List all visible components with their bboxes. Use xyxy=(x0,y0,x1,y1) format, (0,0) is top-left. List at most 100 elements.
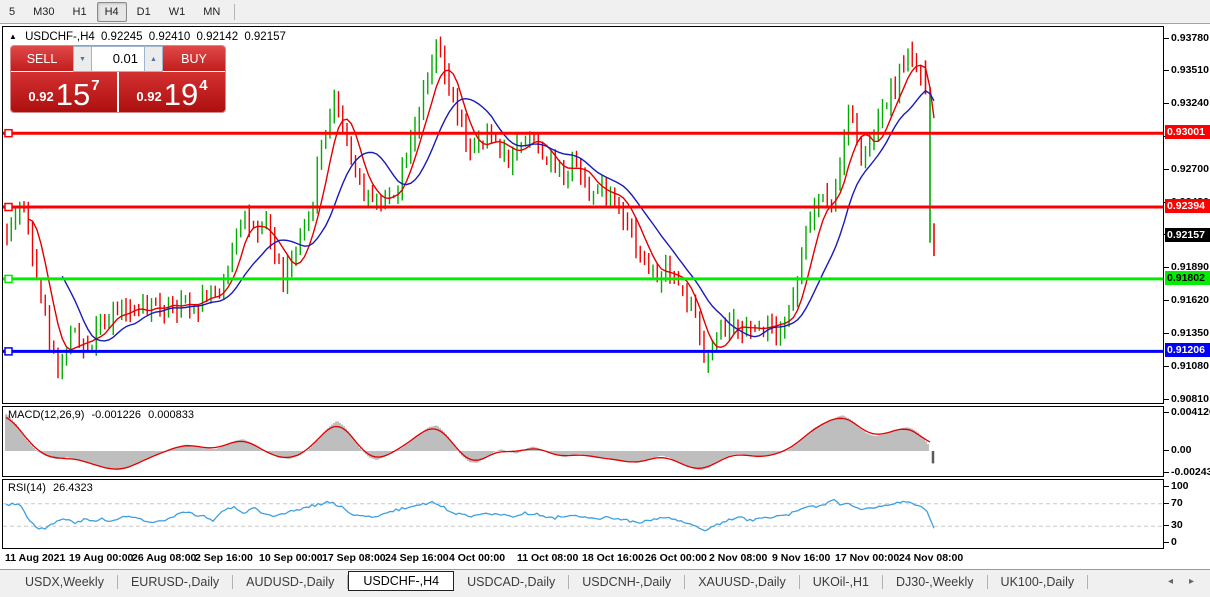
price-axis-tick: 0.93780 xyxy=(1164,32,1209,44)
tab-separator xyxy=(1087,574,1089,589)
date-label: 26 Aug 08:00 xyxy=(132,552,197,564)
buy-price-button[interactable]: 0.92 19 4 xyxy=(119,72,225,112)
price-axis-tick: 0.91350 xyxy=(1164,327,1209,339)
tab-separator xyxy=(881,574,883,589)
date-label: 17 Sep 08:00 xyxy=(322,552,386,564)
date-label: 26 Oct 00:00 xyxy=(645,552,707,564)
price-axis-tick: 0.93510 xyxy=(1164,64,1209,76)
timeframe-button-h1[interactable]: H1 xyxy=(72,5,87,18)
bottom-strip xyxy=(0,593,1210,597)
volume-increase-button[interactable]: ▲ xyxy=(144,46,163,72)
macd-value-signal: 0.000833 xyxy=(148,409,194,421)
macd-axis-tick: 0.004126 xyxy=(1164,406,1210,418)
tab-separator xyxy=(798,574,800,589)
macd-axis-tick: -0.002436 xyxy=(1164,466,1210,478)
symbol-tab-usdx-weekly[interactable]: USDX,Weekly xyxy=(25,574,104,589)
tab-separator xyxy=(116,574,118,589)
price-axis[interactable]: 0.937800.935100.932400.929700.927000.924… xyxy=(1164,26,1210,549)
timeframe-button-h4[interactable]: H4 xyxy=(96,1,127,22)
ohlc-low: 0.92142 xyxy=(196,31,239,43)
date-label: 2 Sep 16:00 xyxy=(195,552,253,564)
date-label: 18 Oct 16:00 xyxy=(582,552,644,564)
symbol-tab-usdcad-daily[interactable]: USDCAD-,Daily xyxy=(467,574,556,589)
price-axis-tick: 0.91080 xyxy=(1164,360,1209,372)
buy-button[interactable]: BUY xyxy=(163,46,225,72)
tab-separator xyxy=(347,574,349,589)
symbol-tab-audusd-daily[interactable]: AUDUSD-,Daily xyxy=(246,574,335,589)
symbol-tab-usdcnh-daily[interactable]: USDCNH-,Daily xyxy=(582,574,672,589)
date-label: 4 Oct 00:00 xyxy=(449,552,506,564)
buy-price-pip: 4 xyxy=(199,77,208,94)
tab-scroll-arrows: ◂ ▸ xyxy=(1168,576,1194,587)
rsi-axis-tick: 100 xyxy=(1164,480,1189,492)
rsi-panel[interactable]: RSI(14) 26.4323 xyxy=(2,479,1164,549)
chart-symbol: USDCHF-,H4 xyxy=(25,31,95,43)
date-label: 17 Nov 00:00 xyxy=(835,552,900,564)
tab-separator xyxy=(684,574,686,589)
one-click-trade-widget: SELL ▼ 0.01 ▲ BUY 0.92 15 7 0.92 19 4 xyxy=(11,46,225,112)
up-triangle-icon: ▲ xyxy=(9,32,17,41)
spin-down-icon: ▼ xyxy=(79,55,86,63)
timeframe-button-d1[interactable]: D1 xyxy=(136,5,151,18)
current-price-label: 0.92157 xyxy=(1165,227,1210,242)
symbol-tab-dj30-weekly[interactable]: DJ30-,Weekly xyxy=(895,574,974,589)
price-axis-tick: 0.90810 xyxy=(1164,393,1209,405)
tab-scroll-right-icon[interactable]: ▸ xyxy=(1188,576,1194,587)
ohlc-high: 0.92410 xyxy=(148,31,191,43)
tab-separator xyxy=(232,574,234,589)
symbol-tab-ukoil-h1[interactable]: UKOil-,H1 xyxy=(812,574,869,589)
price-line-label: 0.92394 xyxy=(1165,199,1210,213)
tab-separator xyxy=(568,574,570,589)
date-label: 24 Nov 08:00 xyxy=(899,552,964,564)
timeframe-button-w1[interactable]: W1 xyxy=(168,5,186,18)
rsi-axis-tick: 0 xyxy=(1164,536,1177,548)
sell-price-button[interactable]: 0.92 15 7 xyxy=(11,72,119,112)
ohlc-open: 0.92245 xyxy=(100,31,143,43)
symbol-tab-eurusd-daily[interactable]: EURUSD-,Daily xyxy=(130,574,220,589)
price-axis-tick: 0.91620 xyxy=(1164,294,1209,306)
buy-price-prefix: 0.92 xyxy=(136,89,162,104)
timeframe-button-mn[interactable]: MN xyxy=(203,5,221,18)
timeframe-button-5[interactable]: 5 xyxy=(9,5,16,18)
macd-axis-tick: 0.00 xyxy=(1164,444,1191,456)
volume-decrease-button[interactable]: ▼ xyxy=(73,46,92,72)
macd-name: MACD(12,26,9) xyxy=(8,409,85,421)
macd-panel[interactable]: MACD(12,26,9) -0.001226 0.000833 xyxy=(2,406,1164,477)
price-line-label: 0.91802 xyxy=(1165,270,1210,285)
sell-price-pip: 7 xyxy=(91,77,100,94)
chart-title: ▲ USDCHF-,H4 0.92245 0.92410 0.92142 0.9… xyxy=(9,31,289,43)
rsi-label: RSI(14) 26.4323 xyxy=(8,482,97,494)
symbol-tab-usdchf-h4[interactable]: USDCHF-,H4 xyxy=(348,570,455,591)
price-axis-tick: 0.92700 xyxy=(1164,163,1209,175)
sell-price-prefix: 0.92 xyxy=(28,89,54,104)
sell-button[interactable]: SELL xyxy=(11,46,73,72)
spin-up-icon: ▲ xyxy=(150,55,157,63)
date-label: 11 Aug 2021 xyxy=(5,552,66,564)
date-label: 19 Aug 00:00 xyxy=(69,552,134,564)
volume-field[interactable]: 0.01 xyxy=(92,46,144,72)
date-label: 11 Oct 08:00 xyxy=(517,552,579,564)
time-axis[interactable]: 11 Aug 2021 19 Aug 00:00 26 Aug 08:00 2 Sep… xyxy=(2,551,1162,567)
toolbar-separator xyxy=(234,3,236,20)
date-label: 2 Nov 08:00 xyxy=(709,552,768,564)
symbol-tabbar: USDX,Weekly EURUSD-,Daily AUDUSD-,Daily USD… xyxy=(0,569,1210,594)
ohlc-close: 0.92157 xyxy=(244,31,286,43)
price-line-label: 0.93001 xyxy=(1165,125,1210,140)
price-chart-panel[interactable]: ▲ USDCHF-,H4 0.92245 0.92410 0.92142 0.9… xyxy=(2,26,1164,404)
rsi-value: 26.4323 xyxy=(52,482,93,494)
rsi-axis-tick: 30 xyxy=(1164,519,1183,531)
price-axis-tick: 0.93240 xyxy=(1164,97,1209,109)
macd-value-main: -0.001226 xyxy=(91,409,142,421)
symbol-tab-xauusd-daily[interactable]: XAUUSD-,Daily xyxy=(698,574,786,589)
rsi-name: RSI(14) xyxy=(8,482,46,494)
sell-price-big: 15 xyxy=(55,77,91,112)
rsi-axis-tick: 70 xyxy=(1164,497,1183,509)
tab-scroll-left-icon[interactable]: ◂ xyxy=(1167,576,1173,587)
date-label: 10 Sep 00:00 xyxy=(259,552,323,564)
price-line-label: 0.91206 xyxy=(1165,343,1210,358)
timeframe-toolbar: 5 M30 H1 H4 D1 W1 MN xyxy=(0,0,1210,24)
timeframe-button-m30[interactable]: M30 xyxy=(33,5,55,18)
symbol-tab-uk100-daily[interactable]: UK100-,Daily xyxy=(1000,574,1075,589)
macd-label: MACD(12,26,9) -0.001226 0.000833 xyxy=(8,409,198,421)
date-label: 24 Sep 16:00 xyxy=(385,552,449,564)
